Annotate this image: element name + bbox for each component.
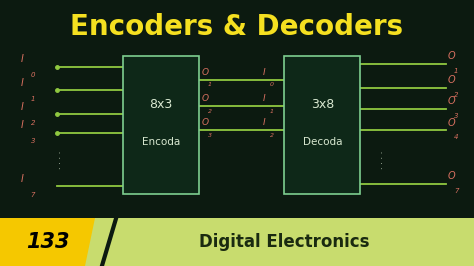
Text: O: O (448, 171, 456, 181)
Text: O: O (201, 94, 209, 103)
FancyBboxPatch shape (123, 56, 199, 194)
Text: 0: 0 (270, 82, 274, 88)
FancyBboxPatch shape (284, 56, 360, 194)
Text: O: O (201, 118, 209, 127)
Text: I: I (21, 120, 24, 130)
Text: 0: 0 (31, 72, 35, 78)
Text: O: O (448, 51, 456, 61)
Text: 133: 133 (26, 232, 69, 252)
Text: 3x8: 3x8 (310, 98, 334, 111)
Text: Decoda: Decoda (302, 137, 342, 147)
Text: 7: 7 (454, 188, 458, 194)
Text: 2: 2 (31, 120, 35, 126)
Text: I: I (263, 94, 266, 103)
Text: I: I (21, 54, 24, 64)
Text: I: I (21, 173, 24, 184)
Text: O: O (448, 118, 456, 128)
Text: O: O (448, 96, 456, 106)
Text: 3: 3 (31, 138, 35, 144)
Text: Digital Electronics: Digital Electronics (199, 233, 370, 251)
Polygon shape (0, 218, 104, 266)
Text: 2: 2 (208, 109, 211, 114)
Text: 3: 3 (208, 133, 211, 138)
Text: 2: 2 (270, 133, 274, 138)
Text: O: O (448, 75, 456, 85)
Text: 1: 1 (454, 68, 458, 74)
Text: 7: 7 (31, 192, 35, 198)
Text: I: I (263, 68, 266, 77)
Text: I: I (21, 102, 24, 112)
Text: 8x3: 8x3 (149, 98, 173, 111)
Text: I: I (263, 118, 266, 127)
Text: O: O (201, 68, 209, 77)
Text: Encoda: Encoda (142, 137, 180, 147)
Text: 4: 4 (454, 134, 458, 140)
Text: · · · ·: · · · · (57, 150, 66, 169)
Bar (0, 218, 474, 266)
Text: 2: 2 (454, 92, 458, 98)
Text: 1: 1 (270, 109, 274, 114)
Text: Encoders & Decoders: Encoders & Decoders (71, 13, 403, 41)
Text: 1: 1 (208, 82, 211, 88)
Text: 1: 1 (31, 96, 35, 102)
Text: I: I (21, 78, 24, 88)
Text: 3: 3 (454, 113, 458, 119)
Polygon shape (85, 218, 474, 266)
Text: · · · ·: · · · · (380, 150, 388, 169)
